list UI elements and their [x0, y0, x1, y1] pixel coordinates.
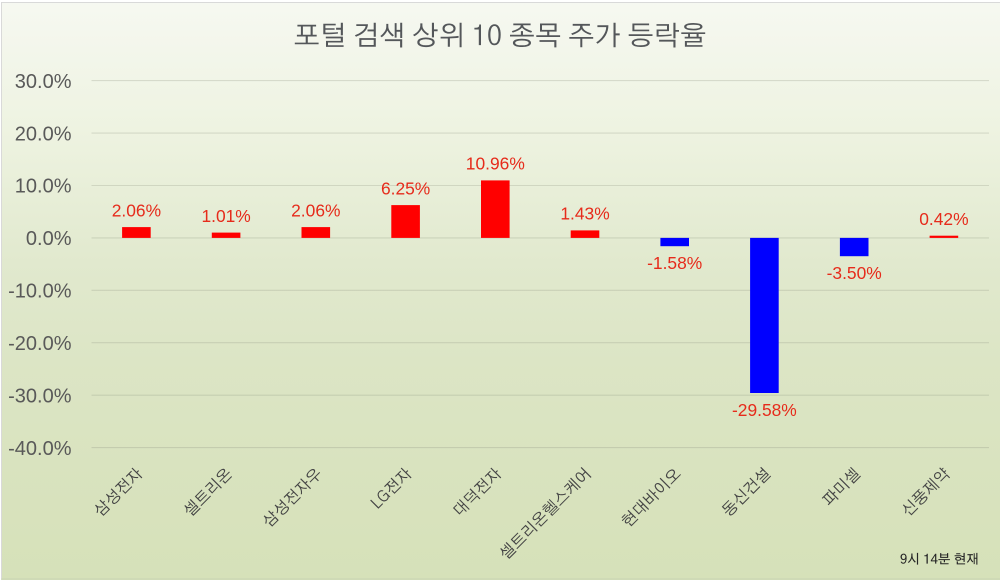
- svg-text:-29.58%: -29.58%: [732, 400, 797, 420]
- svg-text:-3.50%: -3.50%: [827, 263, 882, 283]
- svg-text:6.25%: 6.25%: [381, 178, 430, 198]
- svg-text:20.0%: 20.0%: [15, 123, 72, 145]
- svg-text:10.96%: 10.96%: [466, 154, 525, 174]
- svg-text:2.06%: 2.06%: [112, 200, 161, 220]
- svg-text:-10.0%: -10.0%: [8, 281, 72, 303]
- svg-text:2.06%: 2.06%: [291, 200, 340, 220]
- svg-text:1.01%: 1.01%: [201, 206, 250, 226]
- svg-text:30.0%: 30.0%: [15, 71, 72, 93]
- svg-text:1.43%: 1.43%: [560, 204, 609, 224]
- svg-text:-1.58%: -1.58%: [647, 253, 702, 273]
- svg-text:10.0%: 10.0%: [15, 176, 72, 198]
- svg-text:-20.0%: -20.0%: [8, 333, 72, 355]
- svg-text:-30.0%: -30.0%: [8, 385, 72, 407]
- svg-text:0.0%: 0.0%: [26, 228, 72, 250]
- svg-text:-40.0%: -40.0%: [8, 438, 72, 460]
- svg-text:0.42%: 0.42%: [919, 209, 968, 229]
